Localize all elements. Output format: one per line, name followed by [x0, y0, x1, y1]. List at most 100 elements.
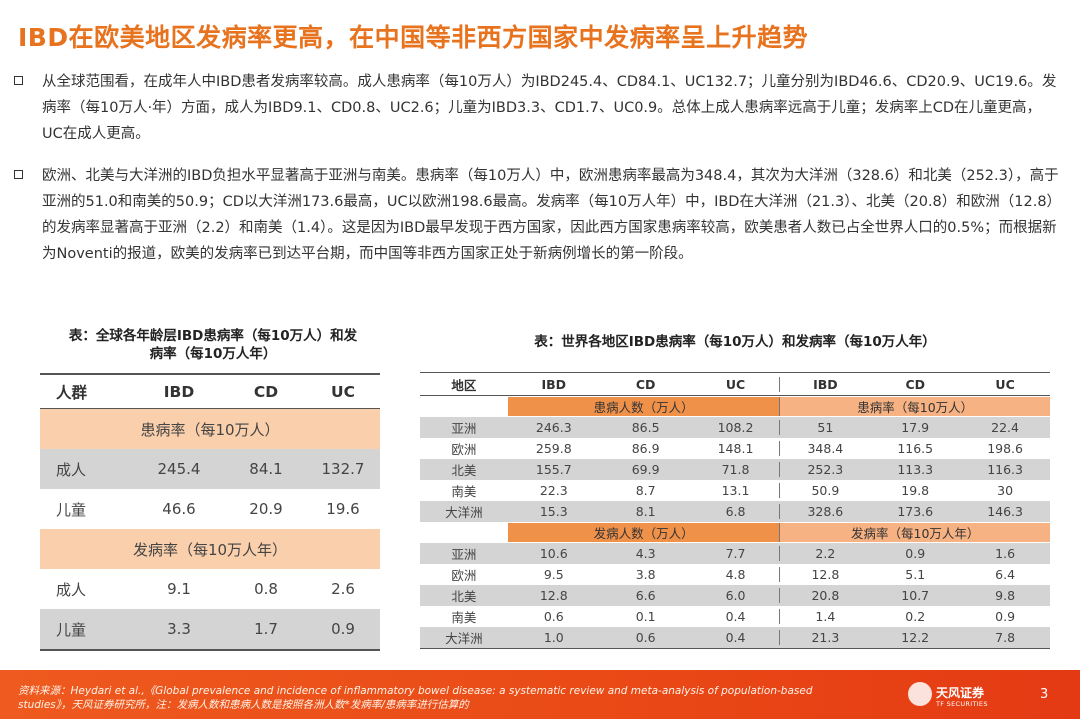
- table-cell: 71.8: [721, 462, 750, 477]
- table-row: 大洋洲 15.3 8.1 6.8 328.6 173.6 146.3: [420, 501, 1050, 522]
- bullet-paragraph-1: 从全球范围看，在成年人中IBD患者发病率较高。成人患病率（每10万人）为IBD2…: [14, 69, 1060, 147]
- table-cell: 7.7: [725, 546, 746, 561]
- table-cell: 6.8: [725, 504, 746, 519]
- table-cell: 1.0: [543, 630, 564, 645]
- table-cell: 146.3: [987, 504, 1023, 519]
- table-cell: 173.6: [897, 504, 934, 519]
- table-cell: 84.1: [249, 460, 283, 478]
- brand-subtitle: TF SECURITIES: [936, 700, 988, 708]
- bullet-square-icon: [14, 76, 23, 85]
- table-cell: 20.8: [779, 588, 870, 603]
- table-cell: 儿童: [56, 620, 87, 639]
- subheader-patients: 患病人数（万人）: [507, 397, 780, 416]
- header-cell: IBD: [541, 376, 567, 392]
- table-cell: 245.4: [157, 460, 201, 478]
- subheader-new-cases: 发病人数（万人）: [507, 523, 780, 542]
- header-cell: UC: [725, 376, 746, 392]
- flower-logo-icon: [908, 682, 932, 706]
- table-cell: 116.5: [897, 441, 934, 456]
- header-cell: IBD: [163, 382, 195, 401]
- table-row: 成人 245.4 84.1 132.7: [40, 449, 380, 489]
- table-row: 北美 155.7 69.9 71.8 252.3 113.3 116.3: [420, 459, 1050, 480]
- region-cell: 亚洲: [451, 421, 477, 436]
- table-cell: 155.7: [535, 462, 572, 477]
- table-cell: 3.3: [167, 620, 191, 638]
- region-cell: 大洋洲: [445, 505, 483, 520]
- region-cell: 亚洲: [451, 547, 477, 562]
- region-cell: 北美: [451, 463, 477, 478]
- prevalence-block: 亚洲 246.3 86.5 108.2 51 17.9 22.4 欧洲 259.8 86.9 148…: [420, 417, 1050, 522]
- table-cell: 86.5: [631, 420, 660, 435]
- table-cell: 9.5: [543, 567, 564, 582]
- section-header-incidence: 发病率（每10万人年）: [40, 529, 380, 569]
- table-cell: 17.9: [901, 420, 930, 435]
- table-cell: 儿童: [56, 500, 87, 519]
- table-cell: 5.1: [905, 567, 926, 582]
- brand-logo: 天风证券 TF SECURITIES: [908, 676, 1018, 712]
- table-row: 北美 12.8 6.6 6.0 20.8 10.7 9.8: [420, 585, 1050, 606]
- table-row: 大洋洲 1.0 0.6 0.4 21.3 12.2 7.8: [420, 627, 1050, 649]
- table-cell: 19.8: [901, 483, 930, 498]
- table-cell: 成人: [56, 460, 87, 479]
- table-cell: 22.4: [991, 420, 1019, 435]
- table-row: 欧洲 9.5 3.8 4.8 12.8 5.1 6.4: [420, 564, 1050, 585]
- table-row: 儿童 46.6 20.9 19.6: [40, 489, 380, 529]
- page-number: 3: [1040, 687, 1049, 702]
- subheader-incidence: 发病率（每10万人年）: [779, 523, 1050, 542]
- table-header-row: 地区 IBD CD UC IBD CD UC: [420, 372, 1050, 396]
- table-cell: 0.6: [635, 630, 656, 645]
- table-cell: 7.8: [995, 630, 1016, 645]
- table-cell: 108.2: [717, 420, 754, 435]
- table-row: 亚洲 246.3 86.5 108.2 51 17.9 22.4: [420, 417, 1050, 438]
- table-cell: 10.6: [539, 546, 568, 561]
- table-cell: 4.8: [725, 567, 746, 582]
- brand-name: 天风证券: [936, 686, 985, 700]
- region-cell: 南美: [451, 610, 477, 625]
- left-table-caption: 表：全球各年龄层IBD患病率（每10万人）和发病率（每10万人年）: [68, 328, 358, 362]
- table-row: 亚洲 10.6 4.3 7.7 2.2 0.9 1.6: [420, 543, 1050, 564]
- table-cell: 0.1: [635, 609, 656, 624]
- region-cell: 南美: [451, 484, 477, 499]
- subheader-row-prevalence: 患病人数（万人） 患病率（每10万人）: [420, 396, 1050, 417]
- table-cell: 20.9: [249, 500, 283, 518]
- table-cell: 132.7: [321, 460, 365, 478]
- header-cell: CD: [635, 376, 656, 392]
- table-cell: 246.3: [535, 420, 572, 435]
- incidence-block: 亚洲 10.6 4.3 7.7 2.2 0.9 1.6 欧洲 9.5 3.8 4.8 12.8 5.1 6…: [420, 543, 1050, 649]
- table-cell: 0.4: [725, 609, 746, 624]
- table-cell: 328.6: [779, 504, 870, 519]
- table-cell: 21.3: [779, 630, 870, 645]
- bullet-square-icon: [14, 170, 23, 179]
- age-group-table: 人群 IBD CD UC 患病率（每10万人） 成人 245.4 84.1 13…: [40, 373, 380, 651]
- table-cell: 113.3: [897, 462, 934, 477]
- header-cell: CD: [905, 376, 925, 392]
- header-cell: 人群: [56, 383, 88, 402]
- table-header-row: 人群 IBD CD UC: [40, 373, 380, 409]
- table-cell: 0.2: [905, 609, 926, 624]
- bullet-paragraph-2: 欧洲、北美与大洋洲的IBD负担水平显著高于亚洲与南美。患病率（每10万人）中，欧…: [14, 163, 1060, 267]
- table-row: 儿童 3.3 1.7 0.9: [40, 609, 380, 651]
- region-cell: 欧洲: [451, 568, 477, 583]
- header-cell: UC: [331, 382, 355, 401]
- footer-bar: 资料来源：Heydari et al.,《Global prevalence a…: [0, 670, 1080, 719]
- table-cell: 348.4: [779, 441, 870, 456]
- table-cell: 9.1: [167, 580, 191, 598]
- table-cell: 0.9: [905, 546, 926, 561]
- subheader-row-incidence: 发病人数（万人） 发病率（每10万人年）: [420, 522, 1050, 543]
- section-header-prevalence: 患病率（每10万人）: [40, 409, 380, 449]
- table-cell: 6.0: [725, 588, 746, 603]
- table-cell: 9.8: [995, 588, 1016, 603]
- table-cell: 69.9: [631, 462, 660, 477]
- table-cell: 50.9: [779, 483, 870, 498]
- table-cell: 10.7: [901, 588, 930, 603]
- header-cell: CD: [253, 382, 279, 401]
- table-cell: 1.4: [779, 609, 870, 624]
- region-cell: 北美: [451, 589, 477, 604]
- table-cell: 46.6: [162, 500, 196, 518]
- table-cell: 1.6: [995, 546, 1016, 561]
- right-table-caption: 表：世界各地区IBD患病率（每10万人）和发病率（每10万人年）: [534, 334, 936, 350]
- table-cell: 22.3: [539, 483, 568, 498]
- bullet-text: 从全球范围看，在成年人中IBD患者发病率较高。成人患病率（每10万人）为IBD2…: [42, 74, 1057, 142]
- header-cell: 地区: [451, 377, 477, 393]
- region-cell: 大洋洲: [445, 631, 483, 646]
